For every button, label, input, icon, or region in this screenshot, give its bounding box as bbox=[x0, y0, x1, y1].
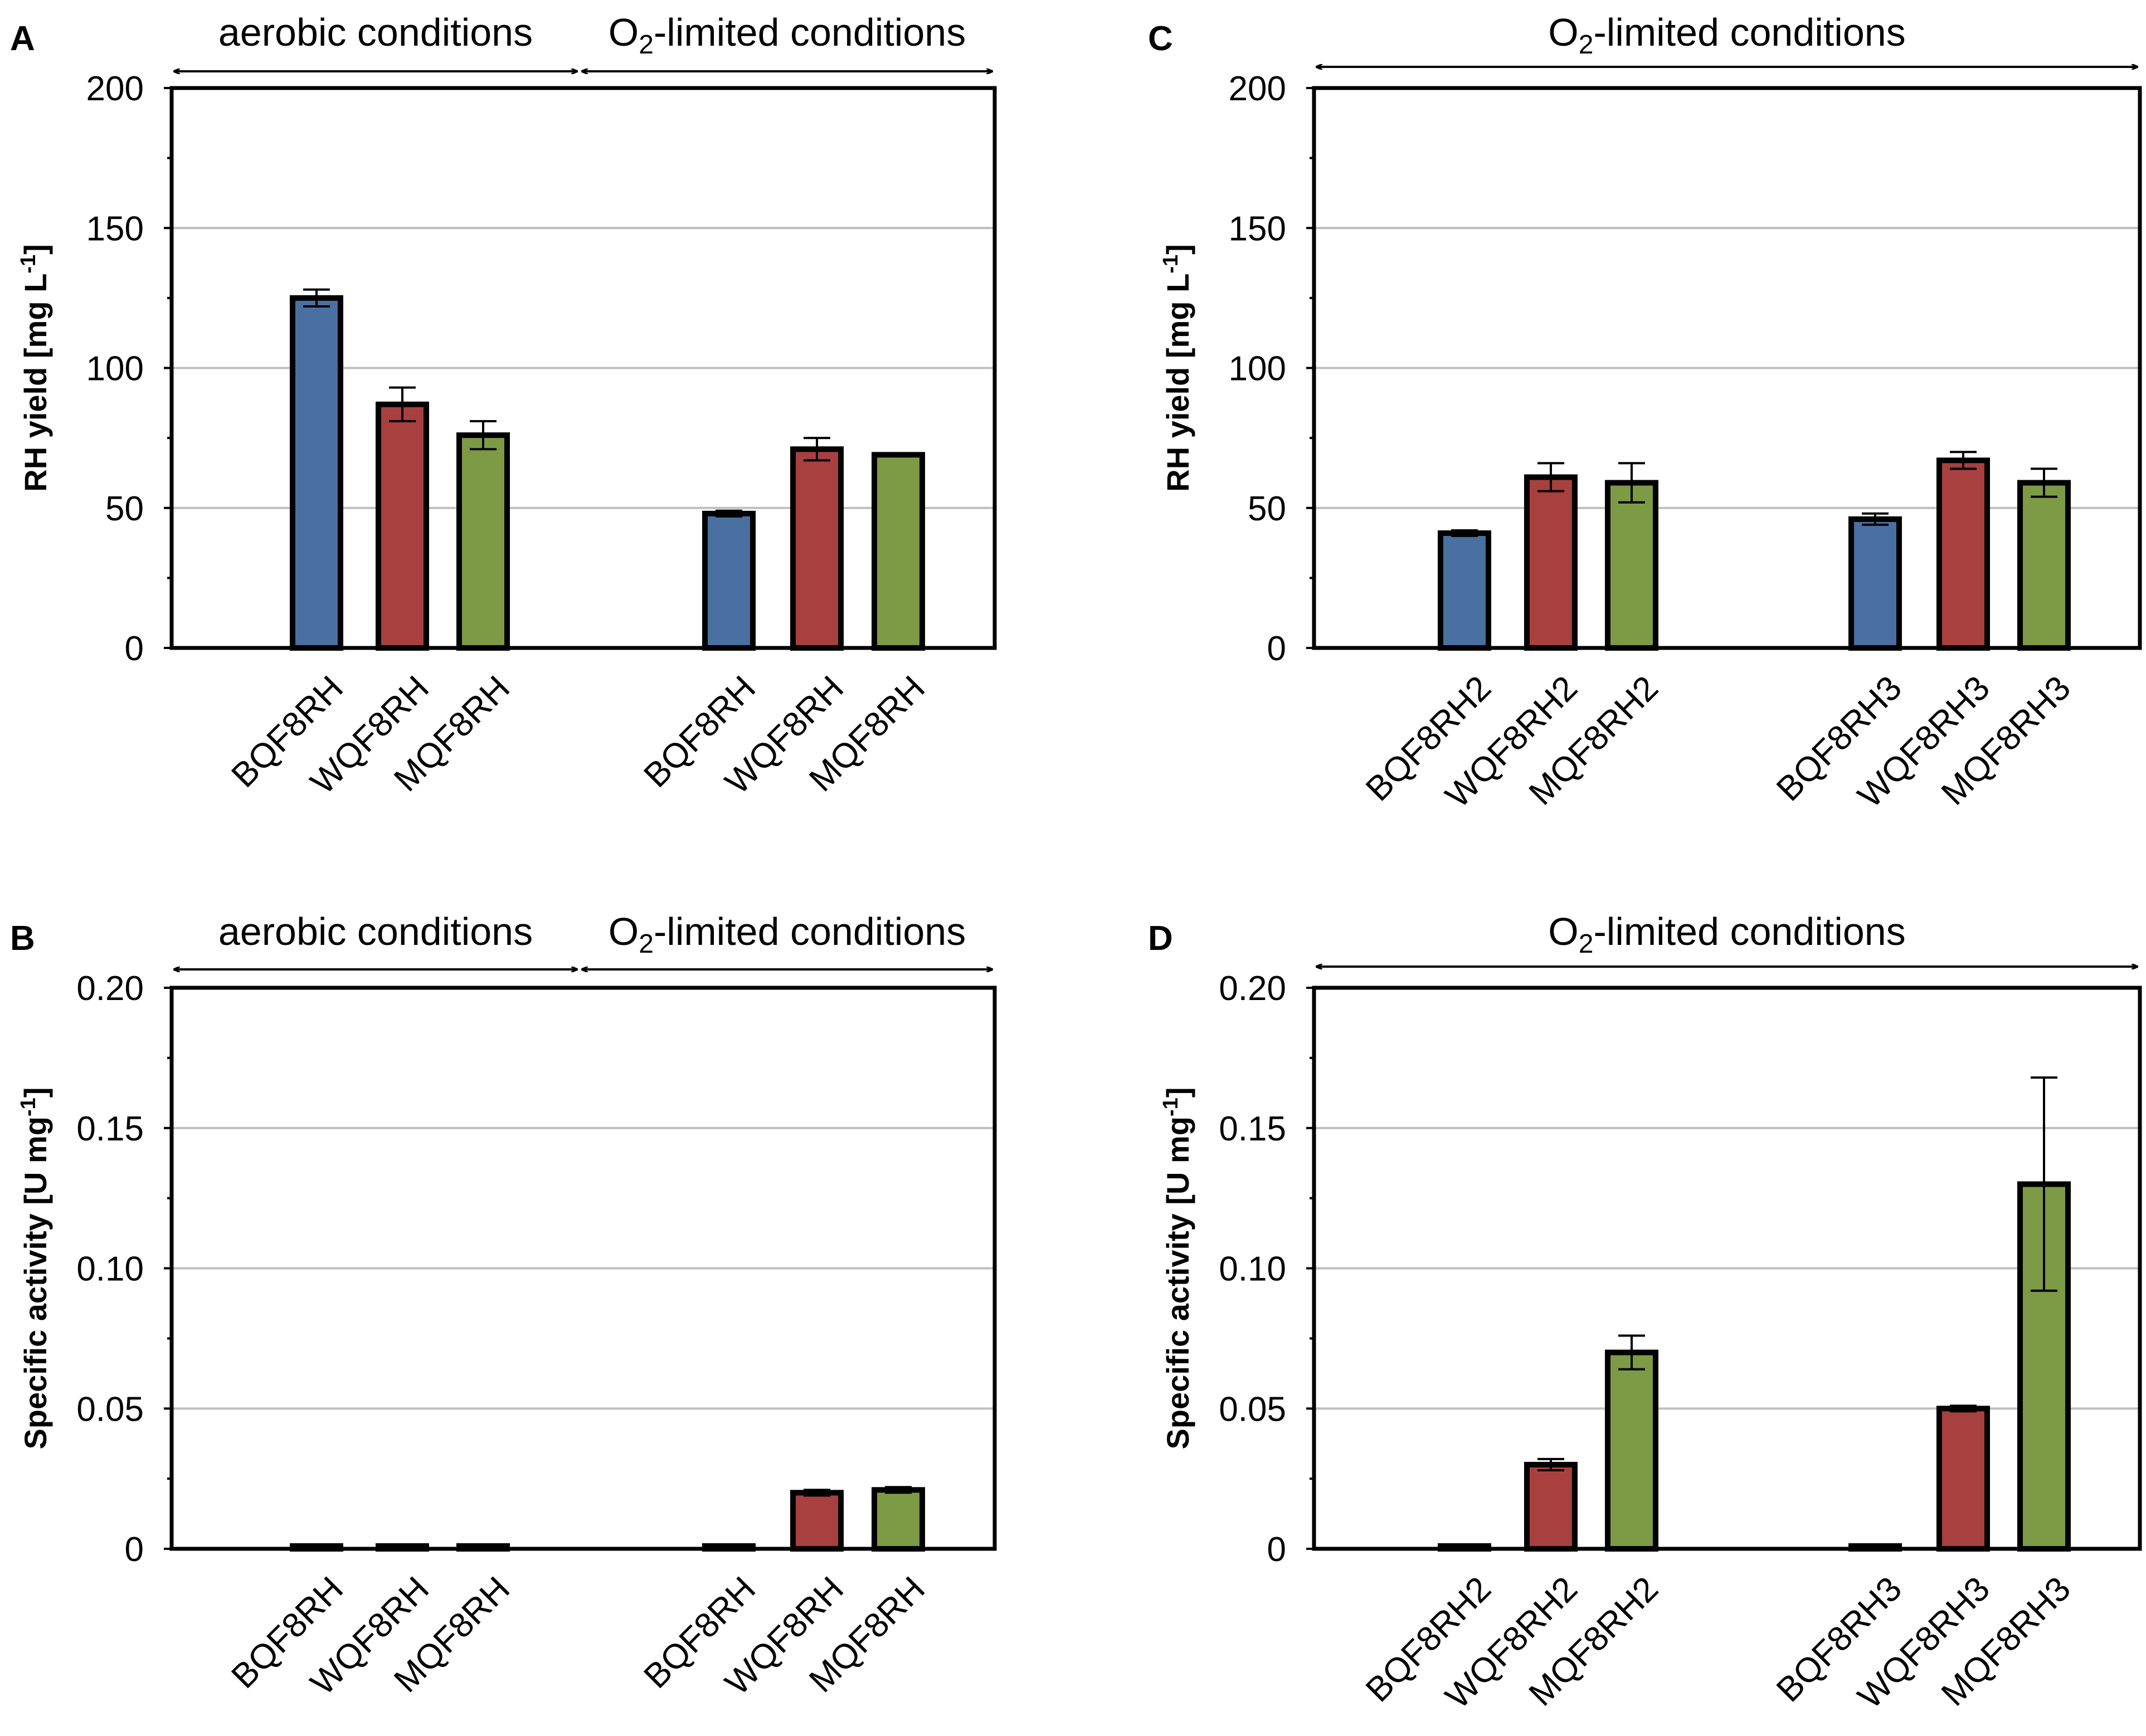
panel-letter: A bbox=[10, 19, 35, 58]
y-tick-label: 0.15 bbox=[76, 1110, 144, 1148]
condition-label-subscript: 2 bbox=[1579, 30, 1594, 60]
bar bbox=[2017, 480, 2071, 651]
y-tick-label: 200 bbox=[1229, 70, 1286, 108]
condition-label: aerobic conditions bbox=[218, 11, 533, 54]
condition-label: O2-limited conditions bbox=[609, 11, 966, 60]
y-tick-label: 0 bbox=[125, 1530, 144, 1569]
condition-label-text: O bbox=[609, 11, 639, 54]
bar bbox=[872, 1487, 925, 1552]
condition-label-text: O bbox=[609, 910, 639, 953]
bar bbox=[1848, 516, 1902, 651]
bar bbox=[290, 295, 343, 651]
bar bbox=[1605, 480, 1658, 651]
y-tick-label: 50 bbox=[1248, 490, 1286, 528]
condition-label-text: aerobic conditions bbox=[218, 910, 533, 953]
plot-frame bbox=[169, 986, 997, 1551]
condition-label-subscript: 2 bbox=[1579, 929, 1594, 959]
panel-letter: C bbox=[1148, 19, 1173, 58]
bar bbox=[790, 446, 844, 651]
y-tick-label: 0 bbox=[1267, 1530, 1286, 1569]
y-tick-label: 0.15 bbox=[1219, 1110, 1286, 1148]
y-axis-title-text: RH yield [mg L bbox=[1160, 274, 1195, 492]
y-axis-title-superscript: -1 bbox=[1159, 255, 1183, 274]
y-axis-title: RH yield [mg L-1] bbox=[17, 244, 53, 491]
condition-label-subscript: 2 bbox=[639, 30, 654, 60]
bar bbox=[1936, 1406, 1990, 1552]
condition-label: O2-limited conditions bbox=[1548, 11, 1905, 60]
plot-frame bbox=[1312, 86, 2142, 650]
y-axis-title: Specific activity [U mg-1] bbox=[1159, 1088, 1195, 1450]
y-tick-label: 150 bbox=[86, 209, 144, 248]
y-tick-label: 0.05 bbox=[76, 1390, 144, 1428]
y-tick-label: 0.20 bbox=[1219, 969, 1286, 1008]
y-axis-title-text: ] bbox=[18, 1088, 53, 1098]
panel-letter: B bbox=[10, 919, 35, 958]
y-axis-title: Specific activity [U mg-1] bbox=[17, 1088, 53, 1450]
bar bbox=[376, 401, 429, 651]
y-axis-title-text: Specific activity [U mg bbox=[18, 1116, 53, 1450]
y-axis-title: RH yield [mg L-1] bbox=[1159, 244, 1195, 491]
y-axis-title-text: RH yield [mg L bbox=[18, 274, 53, 492]
condition-label-text: O bbox=[1548, 910, 1578, 953]
bar bbox=[456, 432, 510, 651]
y-tick-label: 100 bbox=[86, 350, 144, 388]
y-tick-label: 0.10 bbox=[1219, 1250, 1286, 1289]
y-tick-label: 0 bbox=[1267, 630, 1286, 668]
plot-frame bbox=[1312, 986, 2142, 1551]
y-axis-title-superscript: -1 bbox=[1159, 1098, 1183, 1116]
bar bbox=[1605, 1349, 1658, 1552]
panel-letter: D bbox=[1148, 919, 1173, 958]
bar bbox=[790, 1490, 844, 1552]
condition-label-text: O bbox=[1548, 11, 1578, 54]
y-axis-title-text: ] bbox=[1160, 244, 1195, 255]
condition-label: aerobic conditions bbox=[218, 910, 533, 953]
y-tick-label: 100 bbox=[1229, 350, 1286, 388]
condition-label: O2-limited conditions bbox=[609, 910, 966, 959]
y-tick-label: 0.05 bbox=[1219, 1390, 1286, 1428]
condition-label: O2-limited conditions bbox=[1548, 910, 1905, 959]
y-tick-label: 50 bbox=[105, 490, 144, 528]
y-tick-label: 0 bbox=[125, 630, 144, 668]
y-axis-title-text: Specific activity [U mg bbox=[1160, 1116, 1195, 1450]
y-tick-label: 0.10 bbox=[76, 1250, 144, 1289]
condition-label-text: aerobic conditions bbox=[218, 11, 533, 54]
bar bbox=[1524, 1461, 1578, 1552]
panel-c: C O2-limited conditions 0 50 100 150 200 RH yie… bbox=[1148, 11, 2142, 815]
y-axis-title-text: ] bbox=[18, 244, 53, 255]
condition-label-subscript: 2 bbox=[639, 929, 654, 959]
bar bbox=[1438, 530, 1491, 651]
condition-label-text: -limited conditions bbox=[1593, 910, 1905, 953]
y-axis-title-superscript: -1 bbox=[17, 255, 40, 274]
panel-d: D O2-limited conditions 0 0.05 0.10 0.15 0.20 S… bbox=[1148, 910, 2142, 1716]
y-axis-title-text: ] bbox=[1160, 1088, 1195, 1098]
y-tick-label: 200 bbox=[86, 70, 144, 108]
condition-label-text: -limited conditions bbox=[1593, 11, 1905, 54]
bar bbox=[1524, 474, 1578, 651]
plot-frame bbox=[169, 86, 997, 650]
y-axis-title-superscript: -1 bbox=[17, 1098, 40, 1116]
condition-label-text: -limited conditions bbox=[654, 910, 966, 953]
y-tick-label: 150 bbox=[1229, 209, 1286, 248]
condition-label-text: -limited conditions bbox=[654, 11, 966, 54]
y-tick-label: 0.20 bbox=[76, 969, 144, 1008]
bar bbox=[872, 452, 925, 651]
bar bbox=[1936, 457, 1990, 651]
bar bbox=[702, 510, 756, 651]
